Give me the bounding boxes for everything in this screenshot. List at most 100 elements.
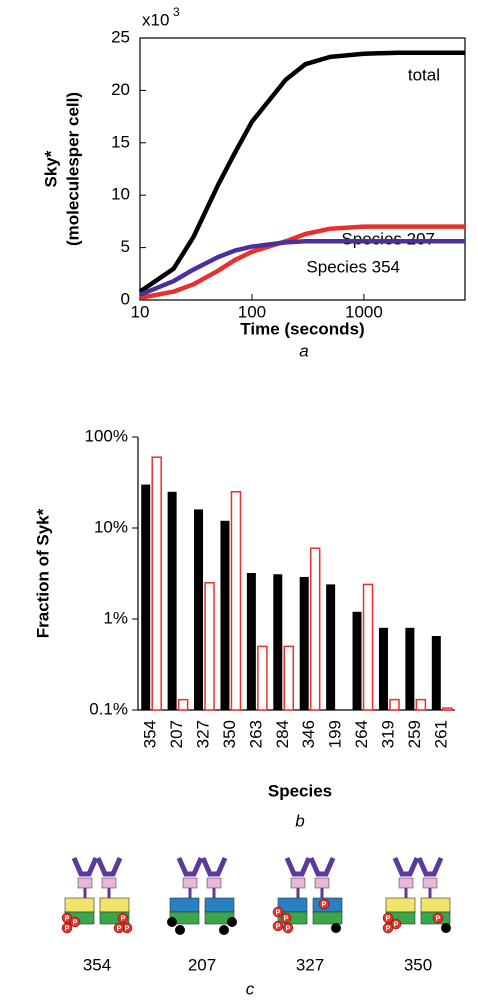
bar [378,627,388,710]
phospho-site [432,912,444,924]
x-tick-label: 259 [405,720,424,748]
phospho-site [318,898,330,910]
phospho-label: P [286,925,291,932]
antibody [95,856,123,877]
x-tick-label: 263 [246,720,265,748]
x-tick-label: 346 [299,720,318,748]
complex-label: 327 [296,955,324,974]
subunit-top [420,897,451,913]
bar [204,582,215,711]
series-line [139,239,465,297]
phospho-label: P [436,915,441,922]
bar [309,547,321,711]
antibody [71,856,99,877]
phospho-label: P [125,925,130,932]
receptor [182,877,198,889]
receptor [314,877,330,889]
series-line [138,50,465,294]
site [441,923,451,933]
receptor [101,877,117,889]
complex-label: 354 [83,955,111,974]
phospho-site [280,912,292,924]
bar [362,583,374,711]
x-axis-title: Time (seconds) [240,319,364,338]
series-label: Species 207 [341,229,435,248]
phospho-site [282,922,294,934]
receptor [422,877,438,889]
phospho-label: P [73,919,78,926]
subunit-top [169,897,200,913]
receptor [398,877,414,889]
antibody [284,856,312,877]
phospho-site [113,922,125,934]
y-axis-title: Fraction of Syk* [33,508,52,638]
bar [352,611,362,710]
y-tick-label: 100% [85,426,128,445]
bar [230,491,242,711]
series-label: Species 354 [306,257,400,276]
phospho-label: P [65,925,70,932]
phospho-label: P [121,915,126,922]
subunit-top [385,897,416,913]
x-axis-title: Species [268,781,332,800]
phospho-site [382,922,394,934]
phospho-site [61,922,73,934]
subunit-top [64,897,95,913]
subunit-bottom [312,911,343,925]
x-tick-label: 261 [431,720,450,748]
y-scale-base: x10 [142,10,169,29]
y-tick-label: 20 [111,80,130,99]
y-tick-label: 10 [111,185,130,204]
x-tick-label: 327 [194,720,213,748]
x-tick-label: 10 [131,302,150,321]
phospho-label: P [284,915,289,922]
bar [283,645,295,711]
phospho-label: P [276,909,281,916]
bar [415,698,427,711]
y-tick-label: 1% [103,608,128,627]
bar [431,636,441,710]
subunit-top [99,897,130,913]
bar [299,576,309,710]
y-tick-label: 0 [121,289,130,308]
phospho-label: P [386,925,391,932]
phospho-site [272,920,284,932]
receptor [206,877,222,889]
bar [194,509,204,710]
x-tick-label: 207 [167,720,186,748]
phospho-site [69,916,81,928]
antibody [200,856,228,877]
phospho-label: P [117,925,122,932]
plot-frame [139,37,466,301]
x-tick-label: 319 [378,720,397,748]
site [167,917,177,927]
bar [389,698,400,711]
antibody [308,856,336,877]
bar [273,574,283,710]
receptor [77,877,93,889]
y-axis-title: (moleculesper cell) [63,92,82,246]
bar [257,645,268,711]
phospho-label: P [65,915,70,922]
x-tick-label: 284 [273,720,292,748]
antibody [392,856,420,877]
antibody [416,856,444,877]
phospho-label: P [276,923,281,930]
caption: a [299,341,308,360]
series-label: total [408,65,440,84]
caption: c [246,979,255,998]
complex-label: 207 [188,955,216,974]
y-tick-label: 0.1% [89,699,128,718]
bar [151,456,162,711]
x-tick-label: 354 [141,720,160,748]
bar [442,707,453,711]
site [331,923,341,933]
x-tick-label: 1000 [345,302,383,321]
y-axis-title: Sky* [41,150,60,187]
bar [177,698,189,711]
phospho-site [117,912,129,924]
subunit-top [204,897,235,913]
phospho-label: P [322,901,327,908]
